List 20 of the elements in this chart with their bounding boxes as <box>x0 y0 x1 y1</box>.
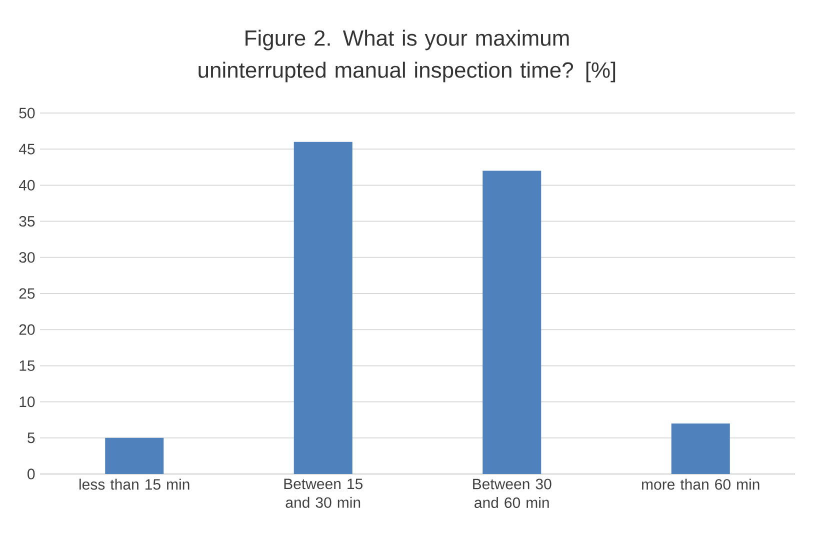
y-tick-label: 30 <box>19 252 35 263</box>
bar <box>105 438 164 474</box>
chart-title: Figure 2. What is your maximum uninterrupted manual inspection time? [%] <box>198 30 616 82</box>
y-tick-label: 50 <box>19 108 35 118</box>
y-tick-label: 40 <box>18 180 35 191</box>
x-tick-label: Between 15 and 30 min <box>284 478 363 508</box>
y-tick-label: 0 <box>28 468 35 480</box>
y-tick-label: 20 <box>19 324 35 335</box>
bar <box>671 423 730 474</box>
x-tick-label: more than 60 min <box>642 478 760 490</box>
y-tick-label: 25 <box>19 288 35 299</box>
x-tick-label: less than 15 min <box>80 478 190 490</box>
bar <box>482 170 542 474</box>
bar <box>294 142 352 474</box>
y-tick-label: 35 <box>19 216 35 227</box>
y-tick-label: 10 <box>20 396 35 408</box>
x-tick-label: Between 30 and 60 min <box>473 478 552 508</box>
y-tick-label: 15 <box>20 360 35 371</box>
y-tick-label: 45 <box>18 144 35 154</box>
y-tick-label: 5 <box>28 432 35 444</box>
